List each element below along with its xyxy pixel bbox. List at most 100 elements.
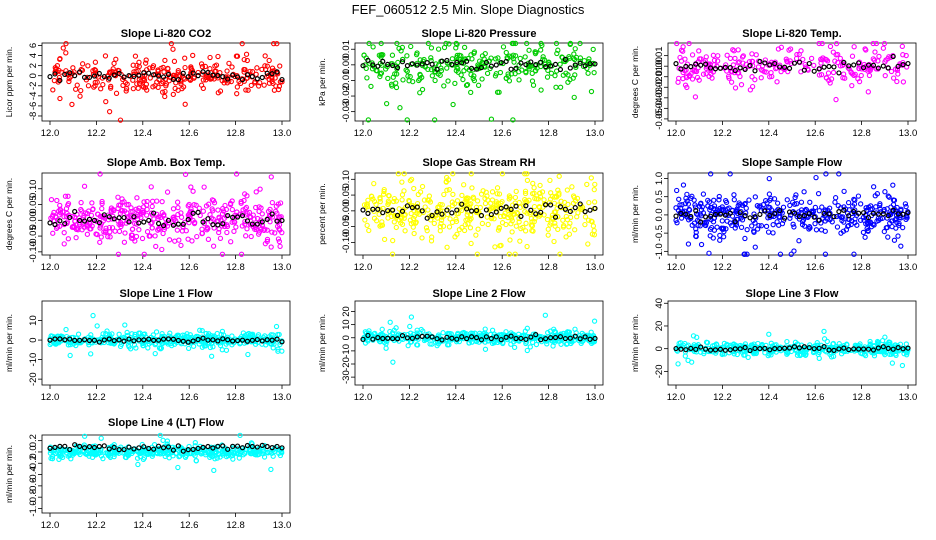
data-point bbox=[837, 213, 843, 219]
data-point bbox=[436, 204, 442, 210]
y-tick-label: -0.10 bbox=[28, 241, 39, 263]
data-point bbox=[819, 204, 825, 210]
data-point bbox=[378, 40, 384, 47]
y-tick-label: -20 bbox=[654, 365, 665, 379]
plot-frame bbox=[354, 42, 604, 122]
data-point bbox=[445, 78, 451, 84]
data-point bbox=[727, 171, 733, 177]
data-point bbox=[224, 229, 230, 236]
data-point bbox=[758, 75, 764, 81]
data-point bbox=[92, 67, 99, 74]
data-point bbox=[79, 61, 86, 67]
reference-point bbox=[259, 74, 265, 81]
reference-point bbox=[449, 335, 455, 341]
data-point bbox=[198, 61, 205, 67]
data-point bbox=[865, 220, 872, 226]
data-point bbox=[473, 232, 479, 238]
data-point bbox=[552, 220, 558, 226]
y-tick-label: 40 bbox=[654, 298, 665, 309]
reference-point bbox=[712, 211, 719, 218]
data-point bbox=[524, 177, 531, 184]
data-point bbox=[179, 85, 185, 92]
reference-point bbox=[464, 58, 470, 64]
data-point bbox=[273, 83, 279, 89]
data-point bbox=[739, 202, 746, 208]
data-point bbox=[137, 453, 143, 460]
data-point bbox=[482, 200, 489, 207]
data-point bbox=[129, 226, 136, 233]
data-point bbox=[271, 87, 278, 93]
reference-point bbox=[880, 63, 886, 69]
data-point bbox=[841, 204, 847, 210]
data-point bbox=[865, 89, 871, 95]
data-point bbox=[533, 49, 539, 55]
reference-point bbox=[155, 443, 162, 449]
data-point bbox=[901, 350, 907, 357]
y-tick-label: -0.05 bbox=[28, 225, 39, 247]
data-point bbox=[175, 211, 181, 218]
reference-point bbox=[220, 336, 226, 342]
data-point bbox=[78, 87, 84, 94]
data-point bbox=[726, 350, 732, 356]
data-point bbox=[407, 73, 413, 80]
reference-point bbox=[498, 205, 504, 211]
data-point bbox=[482, 346, 489, 352]
data-point bbox=[181, 75, 187, 81]
data-point bbox=[700, 191, 707, 197]
data-point bbox=[816, 208, 822, 214]
reference-point bbox=[57, 218, 63, 224]
data-point bbox=[141, 77, 148, 83]
data-point bbox=[538, 87, 544, 93]
data-point bbox=[370, 44, 376, 50]
data-point bbox=[856, 343, 862, 349]
reference-point bbox=[57, 443, 63, 449]
data-point bbox=[716, 197, 722, 203]
data-point bbox=[207, 344, 214, 351]
data-point bbox=[107, 453, 113, 459]
data-point bbox=[136, 80, 143, 87]
data-point bbox=[713, 341, 719, 347]
data-point bbox=[157, 432, 163, 438]
reference-point bbox=[101, 73, 107, 80]
data-point bbox=[506, 193, 513, 199]
reference-point bbox=[767, 62, 773, 68]
data-point bbox=[459, 192, 465, 199]
data-point bbox=[682, 340, 688, 347]
data-point bbox=[364, 222, 370, 228]
data-point bbox=[200, 85, 206, 92]
data-point bbox=[145, 345, 151, 351]
data-point bbox=[204, 224, 210, 231]
reference-point bbox=[239, 337, 246, 343]
data-point bbox=[231, 228, 237, 235]
data-point bbox=[383, 66, 389, 72]
data-point bbox=[98, 435, 104, 441]
data-point bbox=[774, 79, 780, 85]
reference-point bbox=[269, 445, 275, 451]
data-point bbox=[711, 57, 718, 64]
reference-point bbox=[816, 66, 822, 72]
reference-point bbox=[742, 344, 748, 351]
data-point bbox=[680, 182, 687, 188]
data-point bbox=[468, 240, 474, 247]
data-point bbox=[858, 72, 864, 79]
reference-point bbox=[777, 64, 783, 70]
reference-point bbox=[678, 210, 684, 217]
data-point bbox=[870, 40, 876, 47]
y-tick-label: -0.02 bbox=[341, 85, 352, 107]
reference-point bbox=[404, 203, 411, 209]
reference-point bbox=[582, 209, 588, 215]
data-point bbox=[419, 74, 425, 80]
data-point bbox=[531, 218, 537, 225]
data-point bbox=[65, 193, 71, 199]
reference-point bbox=[528, 207, 534, 213]
data-point bbox=[520, 203, 527, 209]
data-point bbox=[794, 201, 800, 207]
data-point bbox=[213, 62, 220, 68]
data-point bbox=[277, 200, 284, 206]
data-point bbox=[431, 220, 437, 227]
data-point bbox=[197, 327, 203, 333]
y-tick-label: 6 bbox=[28, 43, 39, 48]
data-point bbox=[565, 79, 571, 85]
reference-point bbox=[225, 76, 231, 82]
data-point bbox=[858, 201, 864, 207]
